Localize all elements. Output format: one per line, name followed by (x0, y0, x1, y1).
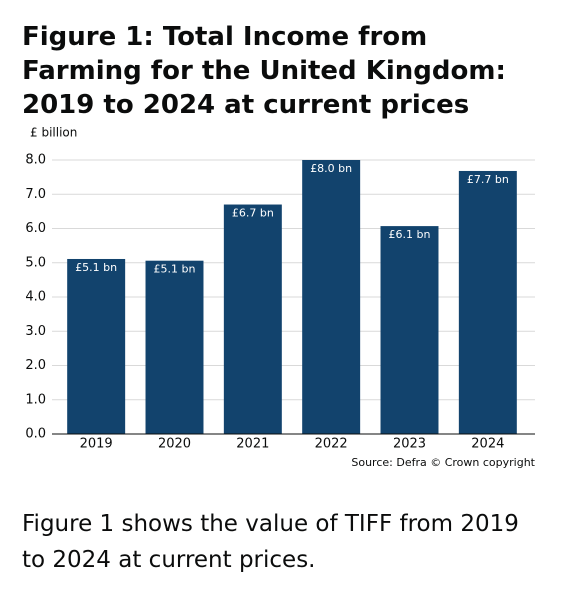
chart: £ billion Source: Defra © Crown copyrigh… (25, 126, 535, 470)
x-tick-label: 2022 (315, 437, 348, 452)
data-label: £5.1 bn (154, 263, 196, 276)
y-tick-label: 1.0 (25, 392, 46, 407)
body-text: Figure 1 shows the value of TIFF from 20… (22, 511, 519, 573)
y-tick-label: 8.0 (25, 153, 46, 168)
bar (223, 204, 282, 434)
bar (67, 258, 126, 434)
y-tick-label: 7.0 (25, 187, 46, 202)
x-tick-label: 2023 (393, 437, 426, 452)
data-label: £7.7 bn (467, 173, 509, 186)
data-label: £6.1 bn (389, 228, 431, 241)
x-tick-label: 2020 (158, 437, 191, 452)
data-label: £8.0 bn (310, 162, 352, 175)
chart-title: Figure 1: Total Income from Farming for … (22, 22, 506, 120)
y-tick-label: 6.0 (25, 221, 46, 236)
y-tick-label: 3.0 (25, 324, 46, 339)
y-tick-label: 2.0 (25, 358, 46, 373)
bar (380, 226, 439, 434)
data-label: £6.7 bn (232, 207, 274, 220)
x-tick-label: 2021 (236, 437, 269, 452)
y-axis-label: £ billion (30, 126, 77, 140)
y-tick-label: 0.0 (25, 427, 46, 442)
bar (145, 260, 204, 434)
y-tick-label: 5.0 (25, 255, 46, 270)
source: Source: Defra © Crown copyright (351, 456, 535, 469)
y-tick-label: 4.0 (25, 290, 46, 305)
x-tick-label: 2019 (80, 437, 113, 452)
x-tick-label: 2024 (471, 437, 504, 452)
bar (458, 170, 517, 434)
data-label: £5.1 bn (75, 261, 117, 274)
bar (302, 160, 361, 434)
